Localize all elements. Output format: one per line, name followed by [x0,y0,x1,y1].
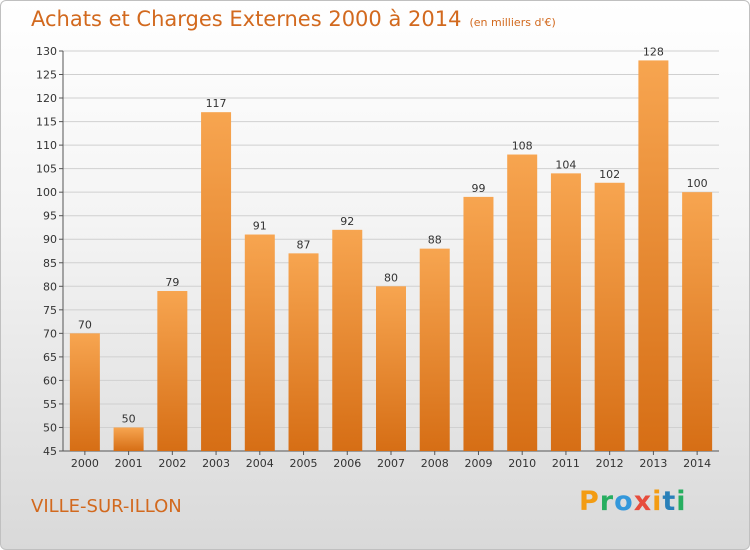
bars [69,60,713,452]
y-tick-label: 75 [43,304,57,317]
value-label-2005: 87 [297,238,311,251]
value-label-2004: 91 [253,220,267,233]
x-tick-label-2001: 2001 [115,457,143,470]
y-tick-label: 100 [36,186,57,199]
value-label-2006: 92 [340,215,354,228]
x-tick-label-2011: 2011 [552,457,580,470]
value-label-2000: 70 [78,318,92,331]
x-tick-label-2010: 2010 [508,457,536,470]
y-tick-label: 90 [43,233,57,246]
bar-2003 [201,112,232,452]
y-tick-label: 80 [43,280,57,293]
y-tick-label: 65 [43,351,57,364]
bar-2010 [507,154,538,451]
bar-2002 [157,291,188,451]
bar-2014 [682,192,713,452]
x-tick-label-2007: 2007 [377,457,405,470]
bar-2005 [288,253,319,451]
y-tick-label: 95 [43,210,57,223]
commune-name: VILLE-SUR-ILLON [31,496,182,517]
y-tick-label: 120 [36,92,57,105]
value-label-2008: 88 [428,234,442,247]
logo-letter: P [579,486,600,517]
proxiti-logo: Proxiti [579,486,687,517]
bar-2007 [376,286,406,451]
logo-letter: t [662,486,677,517]
chart-subtitle: (en milliers d'€) [469,16,556,29]
x-tick-label-2013: 2013 [639,457,667,470]
logo-letter: o [614,486,634,517]
y-tick-label: 70 [43,327,57,340]
x-tick-label-2000: 2000 [71,457,99,470]
y-tick-label: 55 [43,398,57,411]
chart-title-text: Achats et Charges Externes 2000 à 2014 [31,7,462,31]
value-label-2011: 104 [555,158,576,171]
value-label-2002: 79 [165,276,179,289]
value-label-2012: 102 [599,168,620,181]
bar-2004 [244,234,275,451]
y-tick-label: 45 [43,445,57,458]
y-tick-label: 50 [43,421,57,434]
value-label-2013: 128 [643,45,664,58]
bar-2006 [332,229,363,451]
bar-2012 [594,182,625,451]
x-tick-label-2002: 2002 [158,457,186,470]
x-tick-label-2014: 2014 [683,457,711,470]
y-tick-label: 125 [36,69,57,82]
x-tick-label-2005: 2005 [290,457,318,470]
value-label-2014: 100 [687,177,708,190]
bar-2011 [550,173,581,451]
bar-2008 [419,248,450,451]
bar-2000 [69,333,100,451]
value-label-2001: 50 [122,412,136,425]
value-label-2009: 99 [471,182,485,195]
x-tick-label-2009: 2009 [464,457,492,470]
y-tick-label: 110 [36,139,57,152]
logo-letter: i [676,486,687,517]
bar-2009 [463,196,494,451]
bar-2013 [638,60,669,451]
value-label-2010: 108 [512,140,533,153]
logo-letter: i [652,486,663,517]
y-tick-label: 130 [36,45,57,58]
logo-letter: r [599,486,615,517]
x-tick-label-2004: 2004 [246,457,274,470]
chart-title: Achats et Charges Externes 2000 à 2014 (e… [31,7,556,31]
x-tick-label-2003: 2003 [202,457,230,470]
value-label-2007: 80 [384,271,398,284]
logo-letter: x [633,486,653,517]
value-label-2003: 117 [206,97,227,110]
bar-2001 [113,427,144,451]
x-tick-label-2012: 2012 [596,457,624,470]
y-tick-label: 105 [36,163,57,176]
x-tick-label-2006: 2006 [333,457,361,470]
labels: 45 50 55 60 65 70 75 80 85 90 95 100 105 110 115 120 125… [36,45,711,470]
y-tick-label: 60 [43,374,57,387]
y-tick-label: 115 [36,116,57,129]
y-tick-label: 85 [43,257,57,270]
x-tick-label-2008: 2008 [421,457,449,470]
